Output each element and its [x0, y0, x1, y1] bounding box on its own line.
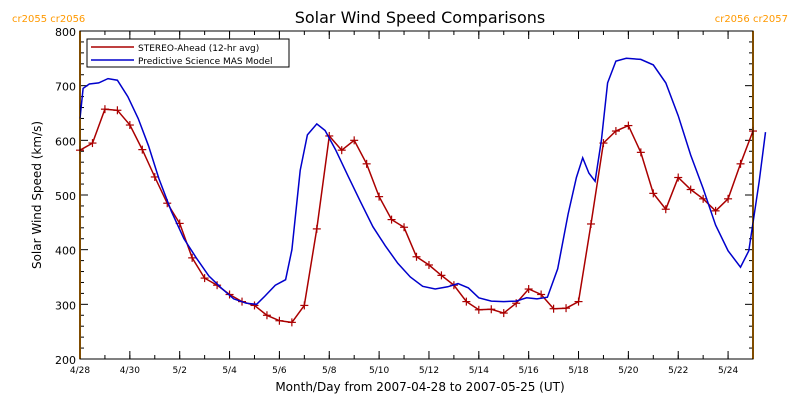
data-point-stereo [88, 139, 97, 148]
y-tick-label: 300 [55, 299, 76, 312]
y-tick-label: 700 [55, 81, 76, 94]
data-point-stereo [699, 194, 708, 203]
data-point-stereo [262, 311, 271, 320]
x-tick-label: 5/8 [322, 366, 337, 376]
data-point-stereo [350, 136, 359, 145]
data-point-stereo [549, 304, 558, 313]
x-tick-label: 5/14 [469, 366, 489, 376]
y-tick-label: 600 [55, 135, 76, 148]
data-point-stereo [113, 106, 122, 115]
x-tick-label: 5/24 [718, 366, 738, 376]
data-point-stereo [387, 215, 396, 224]
data-point-stereo [586, 219, 595, 228]
data-point-stereo [362, 159, 371, 168]
x-tick-label: 5/18 [568, 366, 588, 376]
data-point-stereo [624, 121, 633, 130]
data-point-stereo [188, 253, 197, 262]
data-point-stereo [574, 297, 583, 306]
data-point-stereo [424, 260, 433, 269]
x-tick-label: 4/30 [120, 366, 140, 376]
data-point-stereo [213, 281, 222, 290]
plot-frame [79, 30, 754, 360]
data-point-stereo [287, 318, 296, 327]
data-point-stereo [661, 205, 670, 214]
legend: STEREO-Ahead (12-hr avg) Predictive Scie… [86, 38, 290, 68]
data-point-stereo [400, 223, 409, 232]
y-tick-label: 400 [55, 245, 76, 258]
data-point-stereo [649, 189, 658, 198]
data-point-stereo [674, 173, 683, 182]
data-point-stereo [462, 297, 471, 306]
series-line-model [79, 57, 767, 306]
x-tick-label: 5/22 [668, 366, 688, 376]
data-point-stereo [275, 316, 284, 325]
chart-title: Solar Wind Speed Comparisons [295, 8, 546, 27]
y-tick-label: 500 [55, 190, 76, 203]
x-axis-label: Month/Day from 2007-04-28 to 2007-05-25 … [275, 380, 564, 394]
data-point-stereo [686, 185, 695, 194]
x-tick-label: 5/16 [519, 366, 539, 376]
data-point-stereo [537, 290, 546, 299]
x-tick-label: 5/2 [172, 366, 186, 376]
data-point-stereo [724, 194, 733, 203]
y-axis-label: Solar Wind Speed (km/s) [30, 121, 44, 269]
carrington-label-left: cr2055 cr2056 [12, 14, 85, 25]
carrington-label-right: cr2056 cr2057 [715, 14, 788, 25]
data-point-stereo [312, 224, 321, 233]
data-point-stereo [375, 192, 384, 201]
legend-label-stereo: STEREO-Ahead (12-hr avg) [138, 44, 259, 54]
data-point-stereo [100, 105, 109, 114]
data-point-stereo [150, 172, 159, 181]
legend-box [86, 38, 290, 68]
x-tick-label: 5/4 [222, 366, 237, 376]
data-point-stereo [300, 301, 309, 310]
data-point-stereo [636, 148, 645, 157]
data-point-stereo [711, 206, 720, 215]
data-point-stereo [200, 274, 209, 283]
legend-label-model: Predictive Science MAS Model [138, 57, 273, 67]
x-tick-label: 5/6 [272, 366, 287, 376]
x-tick-label: 4/28 [70, 366, 90, 376]
data-point-stereo [138, 145, 147, 154]
data-point-stereo [474, 305, 483, 314]
data-point-stereo [611, 127, 620, 136]
data-point-stereo [487, 305, 496, 314]
data-point-stereo [437, 271, 446, 280]
data-point-stereo [125, 121, 134, 130]
x-tick-label: 5/12 [419, 366, 439, 376]
data-point-stereo [524, 285, 533, 294]
x-tick-label: 5/20 [618, 366, 638, 376]
data-point-stereo [337, 146, 346, 155]
data-point-stereo [412, 252, 421, 261]
data-point-stereo [562, 304, 571, 313]
y-tick-label: 200 [55, 354, 76, 367]
x-tick-label: 5/10 [369, 366, 389, 376]
data-point-stereo [499, 309, 508, 318]
data-point-stereo [250, 301, 259, 310]
y-tick-label: 800 [55, 26, 76, 39]
data-point-stereo [736, 159, 745, 168]
